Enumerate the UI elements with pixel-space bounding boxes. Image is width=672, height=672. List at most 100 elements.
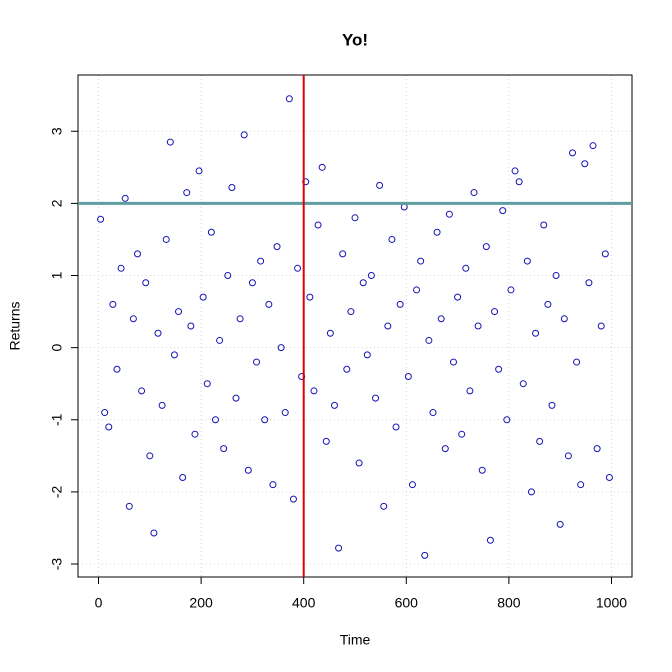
point [236,315,244,323]
point [170,351,178,359]
plot-box [77,74,633,578]
point [532,329,540,337]
point [269,481,277,489]
point [339,250,347,258]
point [466,387,474,395]
point [601,250,609,258]
point [228,184,236,192]
point [203,380,211,388]
y-tick-label: 3 [49,127,65,135]
point [138,387,146,395]
point [322,437,330,445]
point [540,221,548,229]
point [503,416,511,424]
point [257,257,265,265]
point [248,279,256,287]
point [605,473,613,481]
point [437,315,445,323]
point [162,235,170,243]
point [515,178,523,186]
point [351,214,359,222]
point [105,423,113,431]
point [335,544,343,552]
point [191,430,199,438]
point [417,257,425,265]
point [449,358,457,366]
point [216,336,224,344]
point [150,529,158,537]
y-tick-label: -1 [49,413,65,426]
x-tick-label: 1000 [596,595,627,611]
point [129,315,137,323]
point [408,481,416,489]
point [507,286,515,294]
point [568,149,576,157]
point [121,194,129,202]
point [211,416,219,424]
y-tick-label: 0 [49,344,65,352]
point [306,293,314,301]
point [113,365,121,373]
point [519,380,527,388]
point [527,488,535,496]
point [577,481,585,489]
point [585,279,593,287]
x-axis-label: Time [340,632,371,648]
point [273,243,281,251]
point [458,430,466,438]
y-tick-label: -3 [49,558,65,571]
point [400,203,408,211]
point [511,167,519,175]
point [445,210,453,218]
point [355,459,363,467]
point [597,322,605,330]
point [166,138,174,146]
point [367,272,375,280]
chart-title: Yo! [342,30,368,49]
point [486,536,494,544]
point [396,300,404,308]
point [261,416,269,424]
point [384,322,392,330]
point [265,300,273,308]
point [134,250,142,258]
point [109,300,117,308]
point [470,189,478,197]
point [281,409,289,417]
point [244,466,252,474]
point [454,293,462,301]
point [207,228,215,236]
point [125,502,133,510]
point [413,286,421,294]
point [359,279,367,287]
point [589,142,597,150]
point [573,358,581,366]
point [544,300,552,308]
point [380,502,388,510]
point [593,445,601,453]
point [240,131,248,139]
point [326,329,334,337]
point [482,243,490,251]
point [142,279,150,287]
point [404,372,412,380]
point [183,189,191,197]
x-tick-label: 400 [292,595,316,611]
point [462,264,470,272]
point [556,520,564,528]
point [146,452,154,460]
x-tick-label: 0 [95,595,103,611]
point [294,264,302,272]
point [101,409,109,417]
point [179,473,187,481]
point [347,308,355,316]
point [97,215,105,223]
point [523,257,531,265]
point [552,272,560,280]
point [318,163,326,171]
point [425,336,433,344]
point [117,264,125,272]
point [314,221,322,229]
point [564,452,572,460]
point [158,401,166,409]
